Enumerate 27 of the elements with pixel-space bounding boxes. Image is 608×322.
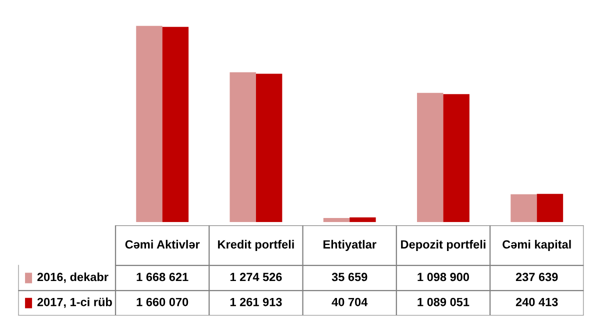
bar [443,94,470,222]
bar [136,26,162,222]
data-label: 1 089 051 [418,298,470,306]
bar [230,72,256,222]
data-label: 237 639 [516,272,558,282]
data-label: 1 274 526 [230,272,282,282]
data-label: 1 668 621 [136,272,188,282]
bar [510,194,537,222]
data-label: 1 660 070 [136,298,188,306]
bar [323,218,350,222]
x-tick-label: Kredit portfeli [218,240,294,251]
legend-label: 2017, 1-ci rüb [37,298,112,308]
x-tick-label: Ehtiyatlar [323,240,376,251]
data-label: 1 098 900 [418,272,470,282]
data-label: 40 704 [332,298,368,306]
x-tick-label: Cəmi Aktivlər [125,240,200,249]
x-tick-label: Cəmi kapital [502,240,571,251]
data-label: 35 659 [332,272,368,282]
bar [256,74,282,222]
bar [162,26,189,222]
legend-label: 2016, dekabr [37,272,108,283]
bar [417,92,444,222]
bar [350,217,376,222]
bar [536,194,564,222]
data-label: 1 261 913 [230,298,282,306]
x-tick-label: Depozit portfeli [401,240,486,251]
data-label: 240 413 [516,298,558,306]
